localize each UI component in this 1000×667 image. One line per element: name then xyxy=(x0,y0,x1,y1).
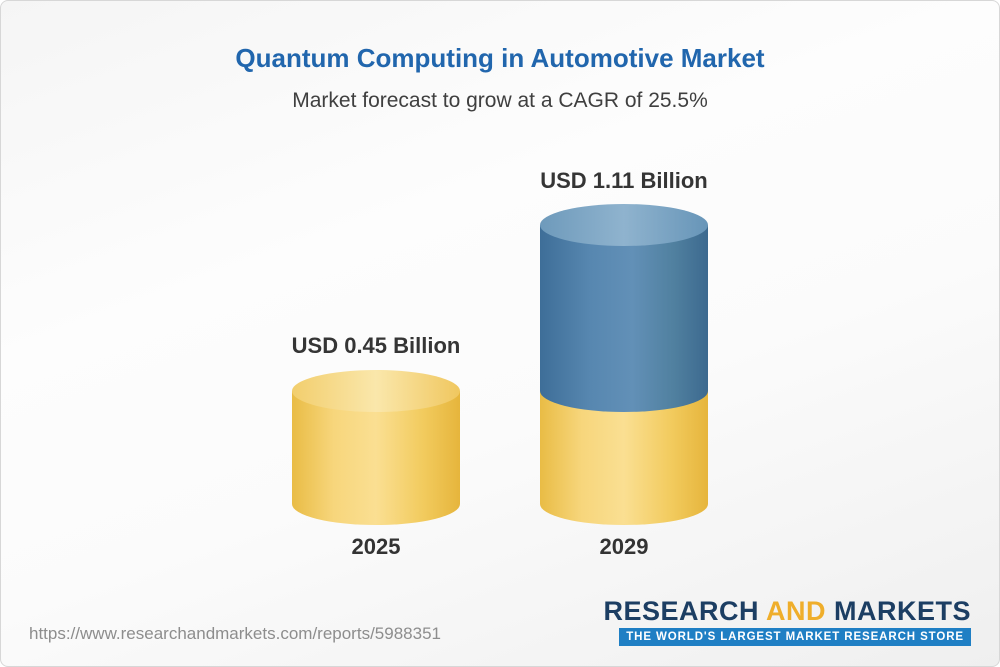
bar-2029-base-segment xyxy=(540,389,708,525)
chart-title: Quantum Computing in Automotive Market xyxy=(235,43,765,73)
research-and-markets-logo: RESEARCH AND MARKETS THE WORLD'S LARGEST… xyxy=(603,595,971,646)
value-label-2029: USD 1.11 Billion xyxy=(540,168,708,193)
logo-word-markets: MARKETS xyxy=(834,595,971,626)
source-url: https://www.researchandmarkets.com/repor… xyxy=(29,624,441,643)
logo-word-research: RESEARCH xyxy=(603,595,759,626)
chart-subtitle: Market forecast to grow at a CAGR of 25.… xyxy=(292,89,708,112)
bar-2029 xyxy=(540,204,708,525)
bar-2025-body xyxy=(292,391,460,525)
bar-2029-top xyxy=(540,204,708,246)
logo-tagline: THE WORLD'S LARGEST MARKET RESEARCH STOR… xyxy=(619,628,971,646)
bar-2025 xyxy=(292,370,460,525)
logo-word-and: AND xyxy=(765,595,826,626)
axis-label-2025: 2025 xyxy=(351,534,401,559)
bar-2029-growth-segment xyxy=(540,225,708,412)
axis-label-2029: 2029 xyxy=(599,534,649,559)
footer: https://www.researchandmarkets.com/repor… xyxy=(1,595,999,666)
bar-2025-top xyxy=(292,370,460,412)
value-label-2025: USD 0.45 Billion xyxy=(291,333,461,358)
logo-wordmark: RESEARCH AND MARKETS xyxy=(603,595,971,626)
